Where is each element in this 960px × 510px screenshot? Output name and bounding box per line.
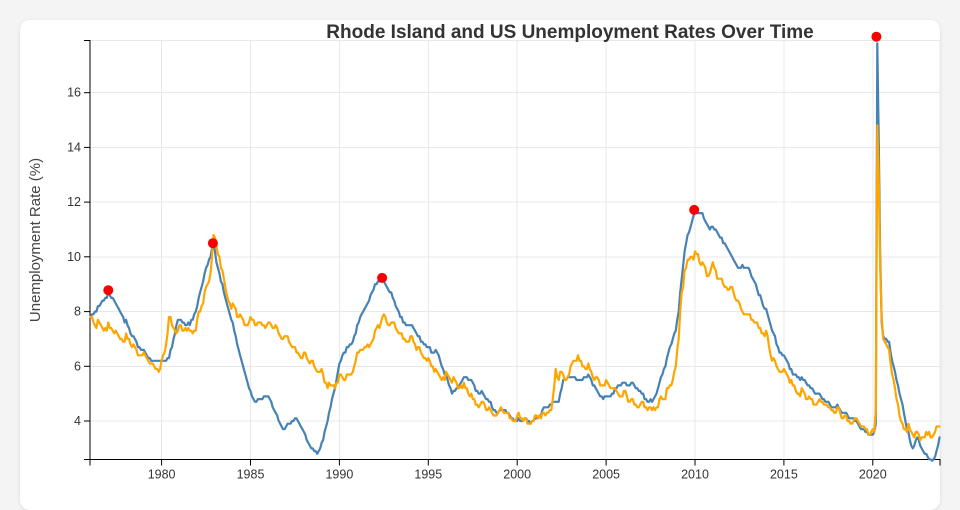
svg-text:2000: 2000 xyxy=(503,467,531,481)
svg-text:1980: 1980 xyxy=(148,467,176,481)
svg-text:12: 12 xyxy=(67,195,81,209)
svg-text:1995: 1995 xyxy=(414,467,442,481)
svg-text:16: 16 xyxy=(67,86,81,100)
svg-text:2005: 2005 xyxy=(592,467,620,481)
svg-text:2015: 2015 xyxy=(770,467,798,481)
svg-text:10: 10 xyxy=(67,250,81,264)
svg-text:1985: 1985 xyxy=(237,467,265,481)
svg-text:14: 14 xyxy=(67,140,81,154)
svg-text:Unemployment Rate (%): Unemployment Rate (%) xyxy=(27,158,44,322)
svg-text:2020: 2020 xyxy=(859,467,887,481)
svg-text:6: 6 xyxy=(74,359,81,373)
svg-text:4: 4 xyxy=(74,414,81,428)
svg-text:2010: 2010 xyxy=(681,467,709,481)
svg-text:Rhode Island and US Unemployme: Rhode Island and US Unemployment Rates O… xyxy=(326,22,813,43)
svg-text:1990: 1990 xyxy=(325,467,353,481)
svg-text:8: 8 xyxy=(74,305,81,319)
